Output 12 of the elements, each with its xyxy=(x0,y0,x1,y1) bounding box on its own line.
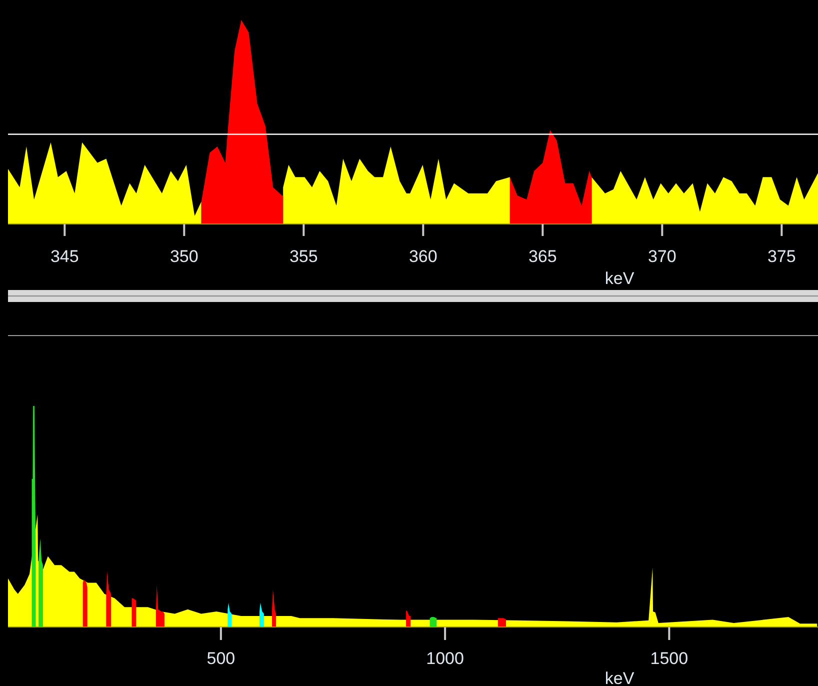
x-tick-label: 350 xyxy=(170,247,198,266)
x-tick-label: 360 xyxy=(408,247,438,266)
x-tick-label: 1500 xyxy=(650,649,688,668)
x-tick-label: 355 xyxy=(289,247,318,266)
x-axis-title: keV xyxy=(604,269,635,288)
x-tick-label: 345 xyxy=(50,247,79,266)
x-tick-label: 1000 xyxy=(426,649,464,668)
x-tick-label: 500 xyxy=(206,649,236,668)
x-tick-label: 365 xyxy=(528,247,557,266)
x-tick-label: 375 xyxy=(767,247,796,266)
x-axis-title: keV xyxy=(604,669,635,686)
x-tick-label: 370 xyxy=(648,247,676,266)
